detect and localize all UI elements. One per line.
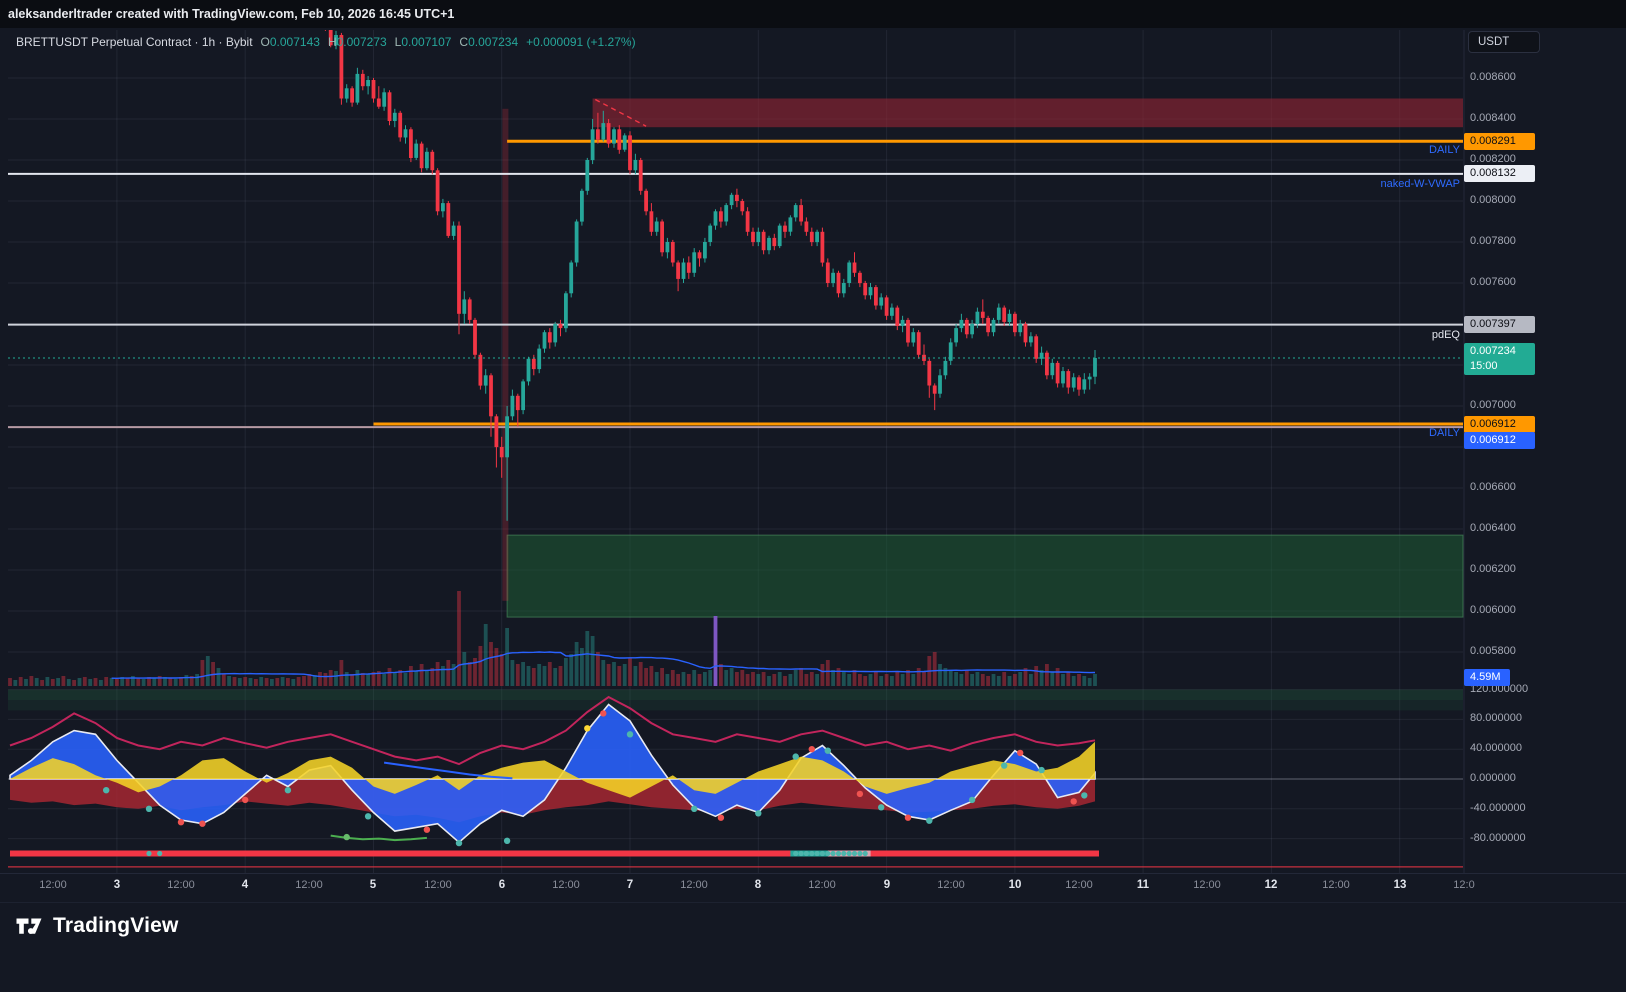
price-tick-label: 0.006200 <box>1470 563 1516 575</box>
oscillator-tick-label: 120.000000 <box>1470 683 1529 695</box>
time-tick-label: 12:00 <box>1322 879 1350 891</box>
time-tick-label: 12:00 <box>39 879 67 891</box>
price-tick-label: 0.006400 <box>1470 522 1516 534</box>
price-tick-label: 0.006600 <box>1470 481 1516 493</box>
price-axis-tag: 0.008132 <box>1464 165 1535 182</box>
price-change: +0.000091 (+1.27%) <box>526 35 636 49</box>
time-tick-label: 4 <box>241 879 249 891</box>
time-tick-label: 6 <box>498 879 506 891</box>
attribution-text: aleksanderltrader created with TradingVi… <box>8 7 455 21</box>
price-axis-tag: 0.006912 <box>1464 432 1535 449</box>
price-axis-tag: 0.008291 <box>1464 133 1535 150</box>
price-axis-tag: 0.006912 <box>1464 416 1535 433</box>
time-tick-label: 3 <box>113 879 121 891</box>
attribution-bar: aleksanderltrader created with TradingVi… <box>0 0 1626 28</box>
time-tick-label: 12:00 <box>1193 879 1221 891</box>
price-tick-label: 0.008000 <box>1470 194 1516 206</box>
time-tick-label: 12:00 <box>680 879 708 891</box>
time-tick-label: 12:00 <box>167 879 195 891</box>
oscillator-tick-label: 40.000000 <box>1470 742 1522 754</box>
time-tick-label: 8 <box>754 879 762 891</box>
ohlc-low: L0.007107 <box>394 35 452 49</box>
tradingview-logo[interactable]: TradingView <box>14 911 179 941</box>
time-tick-label: 12:00 <box>552 879 580 891</box>
time-tick-label: 12:00 <box>424 879 452 891</box>
time-tick-label: 12:00 <box>1065 879 1093 891</box>
pdeq-label: pdEQ <box>1431 329 1460 341</box>
ohlc-close: C0.007234 <box>459 35 519 49</box>
time-tick-label: 9 <box>883 879 891 891</box>
oscillator-tick-label: 80.000000 <box>1470 712 1522 724</box>
price-tick-label: 0.008600 <box>1470 71 1516 83</box>
price-tick-label: 0.005800 <box>1470 645 1516 657</box>
time-axis[interactable]: 12:00 3 12:00 4 12:00 5 12:00 6 12:00 7 12:00 8 12:0… <box>0 879 1626 899</box>
price-tick-label: 0.007600 <box>1470 276 1516 288</box>
oscillator-tick-label: -80.000000 <box>1470 832 1526 844</box>
symbol-title: BRETTUSDT Perpetual Contract · 1h · Bybi… <box>16 35 253 49</box>
oscillator-tick-label: -40.000000 <box>1470 802 1526 814</box>
oscillator-tick-label: 0.000000 <box>1470 772 1516 784</box>
daily-level-label-upper: DAILY <box>1429 144 1460 156</box>
ohlc-high: H0.007273 <box>327 35 387 49</box>
time-tick-label: 12:00 <box>295 879 323 891</box>
tradingview-logo-icon <box>16 918 42 934</box>
price-tick-label: 0.008200 <box>1470 153 1516 165</box>
time-tick-label: 10 <box>1008 879 1022 891</box>
price-axis-tag: 0.007397 <box>1464 316 1535 333</box>
time-tick-label: 7 <box>626 879 634 891</box>
chart-legend[interactable]: BRETTUSDT Perpetual Contract · 1h · Bybi… <box>16 35 636 49</box>
tradingview-logo-text: TradingView <box>53 914 179 937</box>
price-tick-label: 0.007000 <box>1470 399 1516 411</box>
currency-toggle-usdt[interactable]: USDT <box>1468 31 1540 53</box>
volume-axis-tag: 4.59M <box>1464 669 1510 686</box>
ohlc-open: O0.007143 <box>260 35 320 49</box>
vwap-label: naked-W-VWAP <box>1380 178 1460 190</box>
time-tick-label: 5 <box>369 879 377 891</box>
price-tick-label: 0.008400 <box>1470 112 1516 124</box>
time-tick-label: 13 <box>1393 879 1407 891</box>
price-tick-label: 0.006000 <box>1470 604 1516 616</box>
time-tick-label: 12:0 <box>1453 879 1475 891</box>
time-tick-label: 12:00 <box>808 879 836 891</box>
time-tick-label: 12 <box>1264 879 1278 891</box>
daily-level-label-lower: DAILY <box>1429 427 1460 439</box>
price-tick-label: 0.007800 <box>1470 235 1516 247</box>
price-axis-tag: 0.007234 15:00 <box>1464 343 1535 375</box>
time-tick-label: 11 <box>1136 879 1150 891</box>
time-tick-label: 12:00 <box>937 879 965 891</box>
